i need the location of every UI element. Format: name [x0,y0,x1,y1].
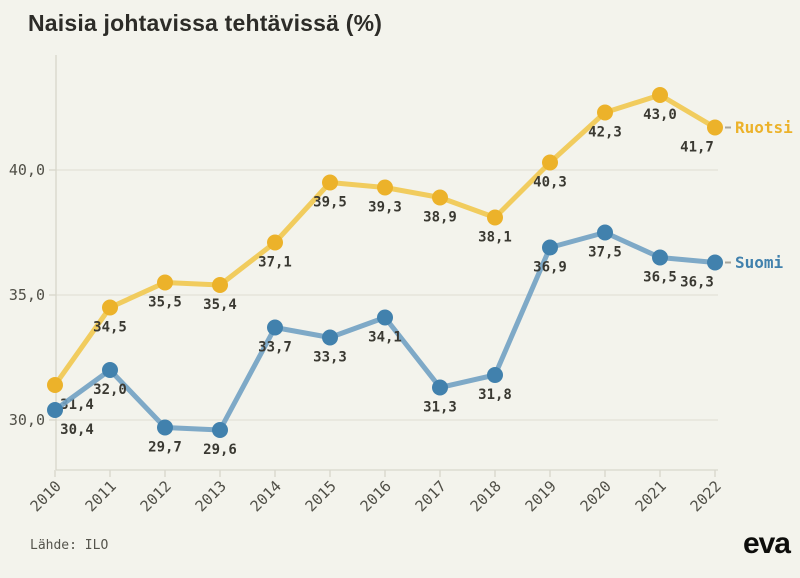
suomi-value-labels: 30,4 32,0 29,7 29,6 33,7 33,3 34,1 31,3 31,8 36,9… [60,245,714,459]
legend-ruotsi: Ruotsi [725,118,793,137]
suomi-value-label: 29,7 [148,440,182,456]
suomi-value-label: 30,4 [60,422,94,438]
ruotsi-point [707,119,723,136]
suomi-value-label: 34,1 [368,330,402,346]
x-tick-label: 2014 [247,477,285,515]
ruotsi-value-label: 38,1 [478,230,512,246]
suomi-point [157,419,173,436]
suomi-value-label: 32,0 [93,382,127,398]
x-tick-label: 2010 [27,477,65,515]
x-tick-label: 2022 [687,477,725,515]
chart-title: Naisia johtavissa tehtävissä (%) [28,10,383,36]
x-tick-label: 2019 [522,477,560,515]
suomi-value-label: 36,9 [533,260,567,276]
ruotsi-value-labels: 31,434,535,5 35,437,139,5 39,338,938,140,3… [60,107,714,413]
ruotsi-point [267,234,283,251]
ruotsi-value-label: 35,4 [203,297,237,313]
x-tick-label: 2011 [82,477,120,515]
suomi-point [212,422,228,438]
x-tick-label: 2016 [357,477,395,515]
ruotsi-value-label: 37,1 [258,255,292,271]
x-tick-label: 2013 [192,477,230,515]
suomi-value-label: 36,5 [643,270,677,286]
ruotsi-point [212,277,228,293]
legend-suomi: Suomi [725,253,784,272]
eva-logo: eva [742,527,791,560]
x-tick-label: 2017 [412,477,450,515]
ruotsi-value-label: 34,5 [93,320,127,336]
suomi-point [652,249,668,266]
ruotsi-value-label: 39,5 [313,195,347,211]
suomi-point [487,367,503,383]
y-tick-label: 30,0 [9,411,45,429]
ruotsi-value-label: 35,5 [148,295,182,311]
x-tick-label: 2012 [137,477,175,515]
suomi-point [377,309,393,326]
ruotsi-point [432,189,448,206]
legend-label-ruotsi: Ruotsi [735,118,793,137]
x-tick-label: 2021 [632,477,670,515]
y-axis: 30,0 35,0 40,0 [9,55,57,470]
ruotsi-value-label: 39,3 [368,200,402,216]
ruotsi-point [47,377,63,393]
source-note: Lähde: ILO [30,538,109,553]
suomi-point [432,379,448,396]
ruotsi-point [487,209,503,226]
ruotsi-value-label: 38,9 [423,210,457,226]
x-tick-label: 2020 [577,477,615,515]
suomi-point [47,402,63,418]
x-tick-label: 2015 [302,477,340,515]
ruotsi-value-label: 41,7 [680,140,714,156]
y-tick-label: 35,0 [9,286,45,304]
suomi-value-label: 31,8 [478,387,512,403]
suomi-value-label: 36,3 [680,275,714,291]
y-tick-label: 40,0 [9,161,45,179]
ruotsi-point [322,174,338,191]
ruotsi-value-label: 40,3 [533,175,567,191]
ruotsi-point [597,104,613,121]
suomi-point [322,329,338,346]
ruotsi-point [652,87,668,103]
suomi-value-label: 31,3 [423,400,457,416]
x-axis: 2010 2011 2012 2013 2014 2015 2016 2017 2018 2019… [27,469,725,515]
suomi-value-label: 33,7 [258,340,292,356]
suomi-point [542,239,558,256]
ruotsi-point [102,299,118,316]
suomi-point [707,254,723,271]
suomi-points [47,224,723,438]
x-tick-label: 2018 [467,477,505,515]
ruotsi-point [157,274,173,291]
suomi-point [267,319,283,336]
suomi-point [102,362,118,378]
ruotsi-points [47,87,723,393]
ruotsi-value-label: 43,0 [643,107,677,123]
ruotsi-point [542,154,558,171]
suomi-value-label: 29,6 [203,442,237,458]
ruotsi-point [377,179,393,196]
suomi-point [597,224,613,241]
ruotsi-value-label: 42,3 [588,125,622,141]
suomi-value-label: 37,5 [588,245,622,261]
legend-label-suomi: Suomi [735,253,784,272]
suomi-value-label: 33,3 [313,350,347,366]
